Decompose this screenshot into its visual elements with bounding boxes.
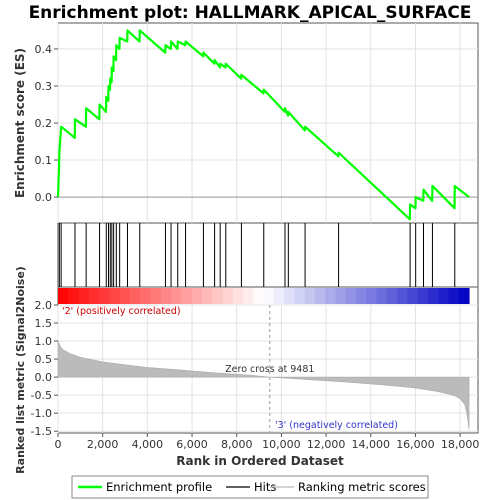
color-bar-segment-1: [68, 288, 80, 304]
color-bar-segment-9: [150, 288, 162, 304]
color-bar-segment-36: [427, 288, 439, 304]
positive-correlated-label: '2' (positively correlated): [62, 306, 181, 317]
color-bar-segment-5: [109, 288, 121, 304]
metric-tick-label-3: 0.5: [35, 353, 53, 366]
color-bar-segment-6: [119, 288, 131, 304]
color-bar-segment-31: [376, 288, 388, 304]
metric-tick-label-5: -0.5: [31, 389, 52, 402]
color-bar-segment-22: [284, 288, 295, 304]
rank-color-bar: [58, 288, 470, 304]
enrichment-profile-polyline: [56, 29, 470, 221]
color-bar-segment-34: [407, 288, 419, 304]
hit-markers: [58, 223, 456, 287]
x-tick-label-9: 18,000: [441, 438, 480, 451]
x-tick-label-4: 8,000: [221, 438, 253, 451]
color-bar-segment-18: [242, 288, 254, 304]
es-y-axis: 0.0 0.1 0.2 0.3 0.4: [35, 43, 58, 204]
zero-cross-label: Zero cross at 9481: [225, 364, 314, 375]
metric-tick-label-6: -1.0: [31, 407, 52, 420]
color-bar-segment-17: [232, 288, 244, 304]
color-bar-segment-32: [386, 288, 398, 304]
negative-correlated-label: '3' (negatively correlated): [275, 420, 398, 431]
color-bar-segment-25: [314, 288, 326, 304]
metric-tick-label-1: 1.5: [35, 317, 53, 330]
color-bar-segment-0: [58, 288, 69, 304]
es-tick-label-4: 0.4: [35, 43, 53, 56]
x-tick-label-8: 16,000: [396, 438, 435, 451]
metric-tick-label-4: 0.0: [35, 371, 53, 384]
color-bar-segment-24: [304, 288, 316, 304]
color-bar-segment-15: [212, 288, 223, 304]
metric-tick-label-7: -1.5: [31, 425, 52, 438]
x-tick-label-6: 12,000: [307, 438, 346, 451]
hits-panel: [57, 222, 479, 288]
color-bar-segment-33: [397, 288, 408, 304]
color-bar-segment-2: [78, 288, 90, 304]
color-bar-segment-12: [181, 288, 193, 304]
color-bar-segment-11: [171, 288, 182, 304]
es-tick-label-1: 0.1: [35, 154, 53, 167]
x-axis: 0 2,000 4,000 6,000 8,000 10,000 12,000 14,000 1…: [55, 433, 480, 451]
color-bar-segment-26: [325, 288, 336, 304]
color-bar-segment-7: [129, 288, 141, 304]
ranking-metric-area: [57, 340, 470, 430]
es-tick-label-3: 0.3: [35, 80, 53, 93]
metric-tick-label-2: 1.0: [35, 335, 53, 348]
x-axis-label: Rank in Ordered Dataset: [176, 454, 344, 468]
color-bar-segment-10: [160, 288, 172, 304]
color-bar-segment-39: [458, 288, 470, 304]
x-tick-label-0: 0: [55, 438, 62, 451]
color-bar-segment-20: [263, 288, 275, 304]
color-bar-segment-13: [191, 288, 203, 304]
ranking-metric-path: [57, 340, 470, 430]
x-tick-label-5: 10,000: [262, 438, 301, 451]
x-tick-label-3: 6,000: [176, 438, 208, 451]
legend-label-metric: Ranking metric scores: [298, 480, 426, 494]
es-axis-label: Enrichment score (ES): [13, 48, 27, 198]
color-bar-segment-27: [335, 288, 347, 304]
color-bar-segment-29: [356, 288, 367, 304]
enrichment-profile-line: [56, 29, 470, 221]
x-tick-label-7: 14,000: [352, 438, 391, 451]
color-bar-segment-35: [417, 288, 429, 304]
color-bar-segment-16: [222, 288, 234, 304]
color-bar-segment-4: [99, 288, 110, 304]
color-bar-segment-30: [366, 288, 378, 304]
es-tick-label-2: 0.2: [35, 117, 53, 130]
color-bar-segment-8: [140, 288, 151, 304]
es-tick-label-0: 0.0: [35, 191, 53, 204]
x-tick-label-2: 4,000: [132, 438, 164, 451]
metric-y-axis: 2.0 1.5 1.0 0.5 0.0 -0.5 -1.0 -1.5: [31, 299, 58, 438]
color-bar-segment-19: [253, 288, 265, 304]
metric-axis-label: Ranked list metric (Signal2Noise): [14, 266, 27, 474]
chart-title: Enrichment plot: HALLMARK_APICAL_SURFACE: [29, 3, 472, 23]
legend-label-hits: Hits: [254, 480, 276, 494]
color-bar-segment-21: [273, 288, 285, 304]
color-bar-segment-38: [448, 288, 460, 304]
metric-tick-label-0: 2.0: [35, 299, 53, 312]
color-bar-segment-23: [294, 288, 306, 304]
color-bar-segment-37: [438, 288, 450, 304]
legend-label-enrichment: Enrichment profile: [106, 480, 212, 494]
color-bar-segment-3: [88, 288, 100, 304]
color-bar-segment-28: [345, 288, 357, 304]
color-bar-segment-14: [201, 288, 213, 304]
legend: Enrichment profile Hits Ranking metric s…: [71, 475, 429, 499]
x-tick-label-1: 2,000: [87, 438, 119, 451]
